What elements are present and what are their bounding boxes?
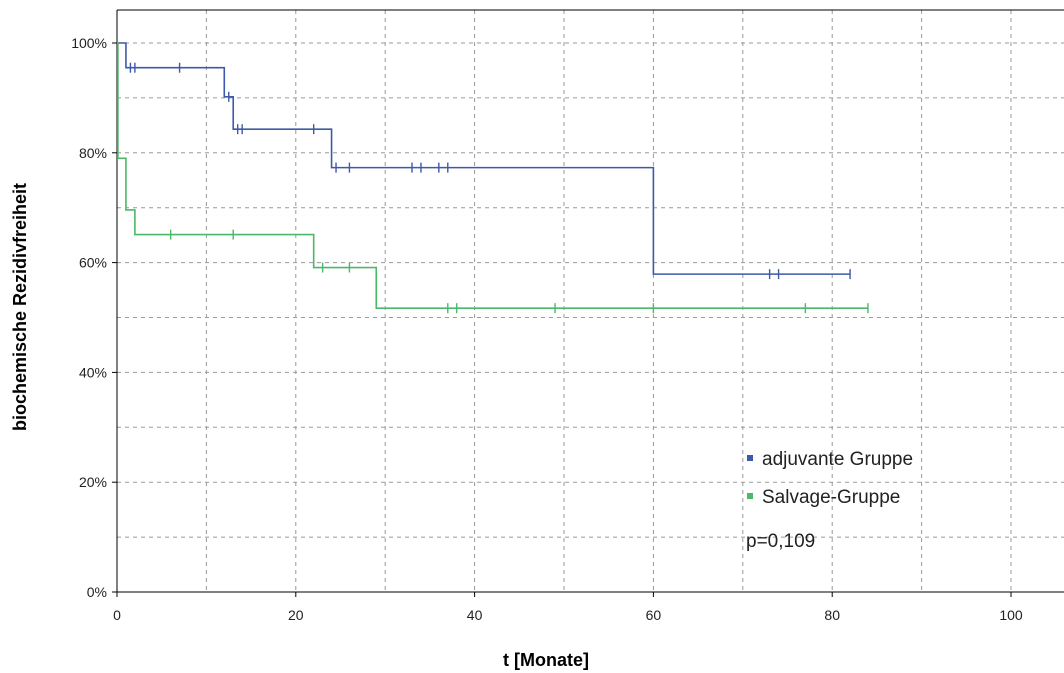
- y-tick-label: 60%: [79, 255, 107, 271]
- legend-swatch-adjuvante: [747, 455, 753, 461]
- x-tick-label: 80: [824, 607, 840, 623]
- series-line-1: [117, 42, 868, 309]
- axes: 0% 20% 40% 60% 80% 100% 0 20 40 60 80 100: [71, 9, 1064, 623]
- y-tick-label: 20%: [79, 474, 107, 490]
- legend: adjuvante Gruppe Salvage-Gruppe p=0,109: [746, 449, 913, 552]
- x-tick-label: 40: [467, 607, 483, 623]
- y-tick-label: 100%: [71, 35, 107, 51]
- x-tick-label: 0: [113, 607, 121, 623]
- grid: [117, 10, 1064, 592]
- y-tick-label: 0%: [87, 584, 107, 600]
- censor-marks: [129, 62, 869, 314]
- legend-swatch-salvage: [747, 493, 753, 499]
- p-value-annotation: p=0,109: [746, 531, 815, 552]
- x-tick-label: 60: [646, 607, 662, 623]
- x-tick-label: 100: [999, 607, 1023, 623]
- legend-label-adjuvante: adjuvante Gruppe: [762, 449, 913, 470]
- x-tick-label: 20: [288, 607, 304, 623]
- y-tick-label: 80%: [79, 145, 107, 161]
- x-axis-title: t [Monate]: [503, 650, 589, 670]
- legend-label-salvage: Salvage-Gruppe: [762, 487, 900, 508]
- y-tick-label: 40%: [79, 364, 107, 380]
- series-line-0: [117, 42, 851, 275]
- y-axis-title: biochemische Rezidivfreiheit: [10, 183, 30, 431]
- series-lines: [117, 42, 868, 309]
